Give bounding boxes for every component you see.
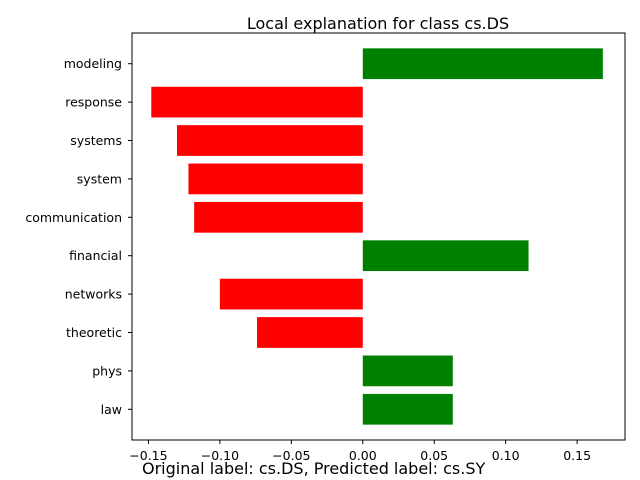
y-tick-label-networks: networks	[65, 287, 122, 302]
x-tick-label: −0.15	[129, 448, 167, 463]
bar-system	[188, 163, 363, 195]
plot-frame	[131, 32, 626, 441]
y-tick-label-modeling: modeling	[64, 56, 122, 71]
y-tick-label-phys: phys	[92, 363, 122, 378]
x-tick-label: 0.05	[420, 448, 448, 463]
label-caption: Original label: cs.DS, Predicted label: …	[142, 459, 486, 478]
bar-theoretic	[257, 317, 363, 348]
y-tick-label-financial: financial	[69, 248, 122, 263]
bar-networks	[219, 278, 363, 310]
x-tick-label: −0.10	[201, 448, 239, 463]
y-tick-label-response: response	[65, 95, 122, 110]
y-tick-label-systems: systems	[70, 133, 122, 148]
bar-communication	[194, 201, 363, 233]
bar-systems	[177, 125, 363, 156]
chart-title: Local explanation for class cs.DS	[247, 14, 509, 33]
bar-phys	[362, 355, 453, 387]
bar-response	[151, 86, 363, 118]
bar-modeling	[362, 48, 603, 80]
y-tick-label-system: system	[77, 171, 122, 186]
x-tick-label: −0.05	[272, 448, 310, 463]
y-tick-label-law: law	[101, 402, 122, 417]
y-tick-label-theoretic: theoretic	[66, 325, 122, 340]
bar-financial	[362, 240, 529, 272]
y-tick-label-communication: communication	[25, 210, 122, 225]
x-tick-label: 0.00	[349, 448, 377, 463]
x-tick-label: 0.10	[492, 448, 520, 463]
x-tick-label: 0.15	[563, 448, 591, 463]
bar-law	[362, 393, 453, 425]
